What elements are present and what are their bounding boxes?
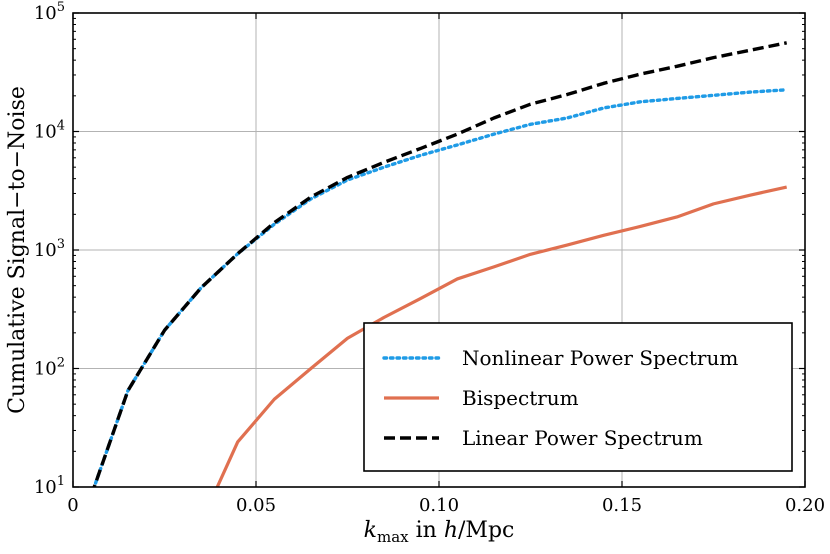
legend-label: Bispectrum [462,386,579,410]
legend-label: Nonlinear Power Spectrum [462,346,738,370]
x-tick-label: 0.10 [419,495,459,516]
legend-label: Linear Power Spectrum [462,426,703,450]
legend-entries: Nonlinear Power Spectrum Bispectrum Linear… [382,346,738,450]
x-tick-label: 0 [67,495,78,516]
x-label-h: h [444,518,458,543]
y-tick-label: 101 [34,474,65,498]
y-axis-label: Cumulative Signal−to−Noise [5,86,30,414]
x-label-unit: /Mpc [458,518,514,543]
y-tick-label: 102 [34,356,65,380]
y-tick-label: 105 [34,0,65,24]
axis-ticks: 0 0.05 0.10 0.15 0.20 101 102 103 104 105 [34,0,825,516]
x-tick-label: 0.05 [236,495,276,516]
series-line-linear-power-spectrum [92,41,788,487]
legend: Nonlinear Power Spectrum Bispectrum Linear… [363,322,793,472]
y-tick-label: 104 [34,119,65,143]
y-tick-label: 103 [34,237,65,261]
series-lines [92,41,789,487]
x-label-k: k [364,518,377,543]
x-label-subscript: max [377,528,409,546]
x-label-in: in [409,518,444,543]
x-tick-label: 0.15 [602,495,642,516]
series-line-bispectrum [215,185,788,487]
x-tick-label: 0.20 [785,495,825,516]
x-axis-label: kmax in h/Mpc [364,518,515,546]
